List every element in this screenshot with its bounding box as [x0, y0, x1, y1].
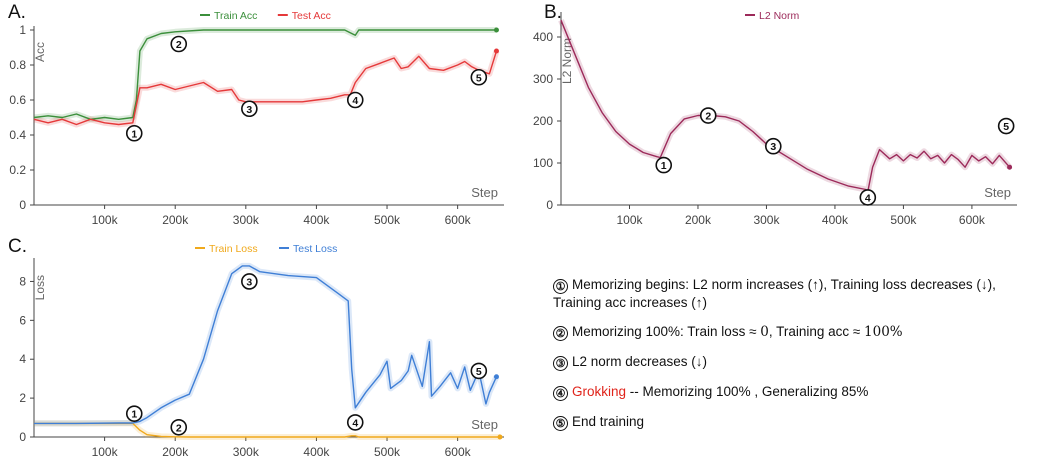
- x-tick-label: 600k: [445, 445, 472, 459]
- chart-panel-1: A. 0 0.2 0.4 0.6 0.8 1 100k 200k 300k 400k 500k 600k…: [8, 2, 504, 227]
- series-end-point: [494, 374, 499, 379]
- series-end-point: [494, 28, 499, 33]
- y-tick-label: 0: [19, 198, 26, 212]
- y-tick-label: 300: [533, 72, 553, 86]
- note-1: ① Memorizing begins: L2 norm increases (↑…: [553, 276, 1033, 311]
- note-3: ③ L2 norm decreases (↓): [553, 353, 1033, 371]
- x-tick-label: 500k: [374, 445, 401, 459]
- annotation-number: 1: [131, 128, 137, 140]
- note-5: ⑤ End training: [553, 413, 1033, 431]
- x-axis-label: Step: [984, 185, 1011, 200]
- y-axis-label: Acc: [33, 42, 47, 62]
- note-text: Memorizing begins: L2 norm increases (↑)…: [553, 277, 996, 310]
- y-tick-label: 0: [546, 198, 553, 212]
- note-number: ①: [553, 279, 568, 294]
- note-number: ⑤: [553, 416, 568, 431]
- note-text: Memorizing 100%: Train loss ≈: [572, 324, 760, 339]
- y-tick-label: 8: [19, 274, 26, 288]
- chart-panel-2: B. 0 100 200 300 400 100k 200k 300k 400k 500k 600k L…: [533, 2, 1017, 227]
- x-tick-label: 500k: [890, 213, 917, 227]
- annotation-number: 5: [1003, 121, 1009, 133]
- y-tick-label: 0.2: [9, 163, 26, 177]
- y-tick-label: 6: [19, 313, 26, 327]
- x-tick-label: 200k: [162, 213, 189, 227]
- note-4: ④ Grokking -- Memorizing 100% , Generaliz…: [553, 383, 1033, 401]
- annotation-number: 3: [246, 276, 252, 288]
- y-tick-label: 400: [533, 30, 553, 44]
- y-tick-label: 1: [19, 23, 26, 37]
- note-math: 100%: [864, 324, 903, 340]
- note-number: ③: [553, 356, 568, 371]
- x-tick-label: 100k: [616, 213, 643, 227]
- annotation-number: 5: [476, 72, 482, 84]
- series-line: [34, 30, 497, 119]
- legend-label: Test Acc: [292, 10, 331, 22]
- chart-panel-3: C. 0 2 4 6 8 100k 200k 300k 400k 500k 600k Loss Step T…: [8, 236, 504, 459]
- x-tick-label: 100k: [92, 213, 119, 227]
- grokking-label: Grokking: [572, 384, 626, 399]
- note-text: L2 norm decreases (↓): [572, 354, 707, 369]
- y-tick-label: 2: [19, 391, 26, 405]
- annotation-number: 2: [176, 422, 182, 434]
- x-tick-label: 100k: [92, 445, 119, 459]
- note-number: ④: [553, 386, 568, 401]
- x-tick-label: 200k: [162, 445, 189, 459]
- legend-label: Train Acc: [214, 10, 257, 22]
- annotation-number: 4: [352, 417, 358, 429]
- x-tick-label: 600k: [959, 213, 986, 227]
- series-noise-band: [561, 20, 1010, 191]
- note-text: -- Memorizing 100% , Generalizing 85%: [626, 384, 868, 399]
- annotation-number: 2: [176, 39, 182, 51]
- legend-label: Test Loss: [293, 243, 337, 255]
- series-noise-band: [34, 51, 497, 125]
- y-tick-label: 0.8: [9, 58, 26, 72]
- note-number: ②: [553, 326, 568, 341]
- annotation-number: 4: [865, 192, 871, 204]
- series-end-point: [498, 435, 503, 440]
- annotation-number: 3: [770, 141, 776, 153]
- series-end-point: [494, 49, 499, 54]
- x-tick-label: 500k: [374, 213, 401, 227]
- annotation-number: 2: [705, 111, 711, 123]
- x-tick-label: 400k: [303, 213, 330, 227]
- y-tick-label: 0: [19, 430, 26, 444]
- x-tick-label: 300k: [233, 213, 260, 227]
- y-axis-label: Loss: [33, 275, 47, 300]
- legend-label: L2 Norm: [759, 10, 800, 22]
- y-tick-label: 200: [533, 114, 553, 128]
- annotation-legend: ① Memorizing begins: L2 norm increases (↑…: [553, 276, 1033, 443]
- series-end-point: [1007, 165, 1012, 170]
- note-text: End training: [572, 414, 644, 429]
- annotation-number: 3: [246, 104, 252, 116]
- note-text: , Training acc ≈: [769, 324, 864, 339]
- y-tick-label: 0.6: [9, 93, 26, 107]
- annotation-number: 1: [131, 409, 137, 421]
- annotation-number: 4: [352, 95, 358, 107]
- series-noise-band: [34, 266, 497, 424]
- x-tick-label: 600k: [445, 213, 472, 227]
- y-tick-label: 4: [19, 352, 26, 366]
- x-tick-label: 300k: [753, 213, 780, 227]
- series-line: [561, 20, 1010, 191]
- x-axis-label: Step: [471, 185, 498, 200]
- x-tick-label: 200k: [685, 213, 712, 227]
- panel-label: C.: [8, 236, 27, 257]
- legend-label: Train Loss: [209, 243, 258, 255]
- note-2: ② Memorizing 100%: Train loss ≈ 0, Traini…: [553, 323, 1033, 341]
- x-tick-label: 400k: [822, 213, 849, 227]
- panel-label: A.: [8, 2, 26, 23]
- x-tick-label: 300k: [233, 445, 260, 459]
- annotation-number: 1: [661, 160, 667, 172]
- y-tick-label: 100: [533, 156, 553, 170]
- series-noise-band: [34, 30, 497, 119]
- y-tick-label: 0.4: [9, 128, 26, 142]
- annotation-number: 5: [476, 366, 482, 378]
- panel-label: B.: [544, 2, 562, 23]
- note-math: 0: [760, 324, 769, 340]
- x-tick-label: 400k: [303, 445, 330, 459]
- x-axis-label: Step: [471, 417, 498, 432]
